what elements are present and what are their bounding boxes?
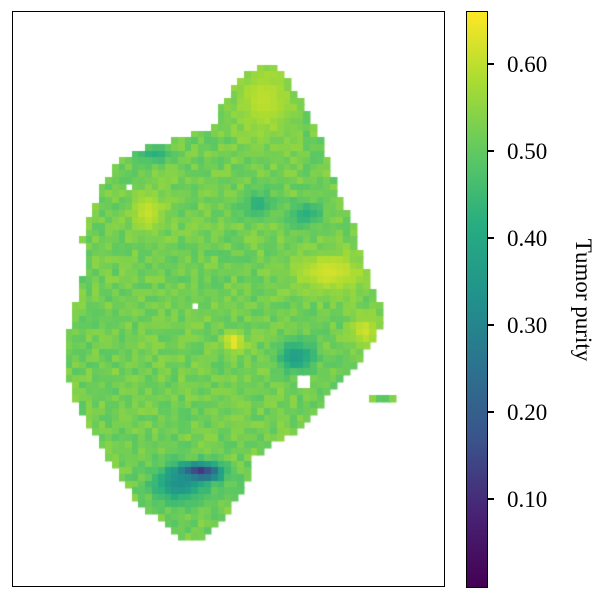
colorbar-tick-label: 0.50 xyxy=(507,138,548,164)
colorbar-tick-label: 0.30 xyxy=(507,312,548,338)
tumor-purity-heatmap xyxy=(13,12,443,585)
colorbar-tick-label: 0.10 xyxy=(507,486,548,512)
colorbar-tick-label: 0.20 xyxy=(507,399,548,425)
colorbar-tick xyxy=(488,63,494,65)
plot-area xyxy=(12,11,445,587)
colorbar-tick xyxy=(488,498,494,500)
colorbar-tick xyxy=(488,237,494,239)
colorbar-tick-label: 0.40 xyxy=(507,225,548,251)
colorbar-tick xyxy=(488,324,494,326)
colorbar-label: Tumor purity xyxy=(571,238,596,362)
colorbar xyxy=(466,11,488,588)
colorbar-tick xyxy=(488,150,494,152)
colorbar-tick xyxy=(488,411,494,413)
colorbar-tick-label: 0.60 xyxy=(507,51,548,77)
